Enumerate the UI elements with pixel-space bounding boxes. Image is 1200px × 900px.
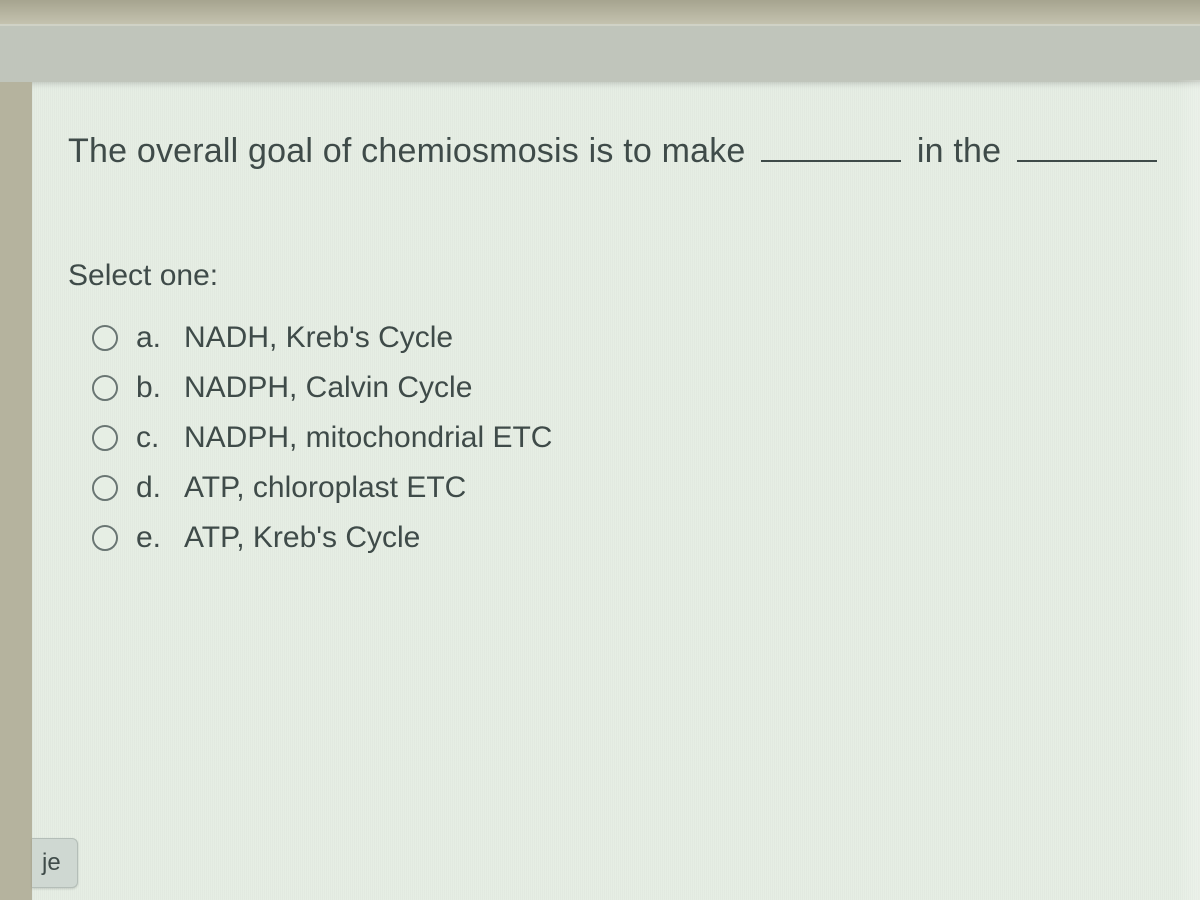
blank-1 [761, 158, 901, 162]
option-text: NADPH, Calvin Cycle [184, 371, 472, 405]
option-letter: d. [136, 471, 166, 505]
prev-page-label: je [42, 849, 61, 876]
option-text: ATP, chloroplast ETC [184, 471, 466, 505]
question-part-1: The overall goal of chemiosmosis is to m… [68, 132, 746, 170]
question-part-2: in the [917, 132, 1001, 170]
option-text: ATP, Kreb's Cycle [184, 521, 420, 555]
select-one-prompt: Select one: [68, 259, 1164, 293]
prev-page-button[interactable]: je [32, 838, 78, 888]
option-c[interactable]: c. NADPH, mitochondrial ETC [68, 413, 1164, 463]
question-stem: The overall goal of chemiosmosis is to m… [68, 132, 1164, 171]
radio-icon[interactable] [92, 425, 118, 451]
option-a[interactable]: a. NADH, Kreb's Cycle [68, 313, 1164, 363]
monitor-bezel-top [0, 0, 1200, 24]
option-letter: a. [136, 321, 166, 355]
option-letter: c. [136, 421, 166, 455]
option-text: NADPH, mitochondrial ETC [184, 421, 552, 455]
option-d[interactable]: d. ATP, chloroplast ETC [68, 463, 1164, 513]
radio-icon[interactable] [92, 475, 118, 501]
option-e[interactable]: e. ATP, Kreb's Cycle [68, 513, 1164, 563]
browser-chrome-strip [0, 24, 1200, 82]
option-text: NADH, Kreb's Cycle [184, 321, 453, 355]
options-group: a. NADH, Kreb's Cycle b. NADPH, Calvin C… [68, 313, 1164, 563]
radio-icon[interactable] [92, 375, 118, 401]
radio-icon[interactable] [92, 325, 118, 351]
blank-2 [1017, 158, 1157, 162]
option-letter: e. [136, 521, 166, 555]
question-panel: The overall goal of chemiosmosis is to m… [32, 82, 1200, 900]
option-b[interactable]: b. NADPH, Calvin Cycle [68, 363, 1164, 413]
option-letter: b. [136, 371, 166, 405]
radio-icon[interactable] [92, 525, 118, 551]
